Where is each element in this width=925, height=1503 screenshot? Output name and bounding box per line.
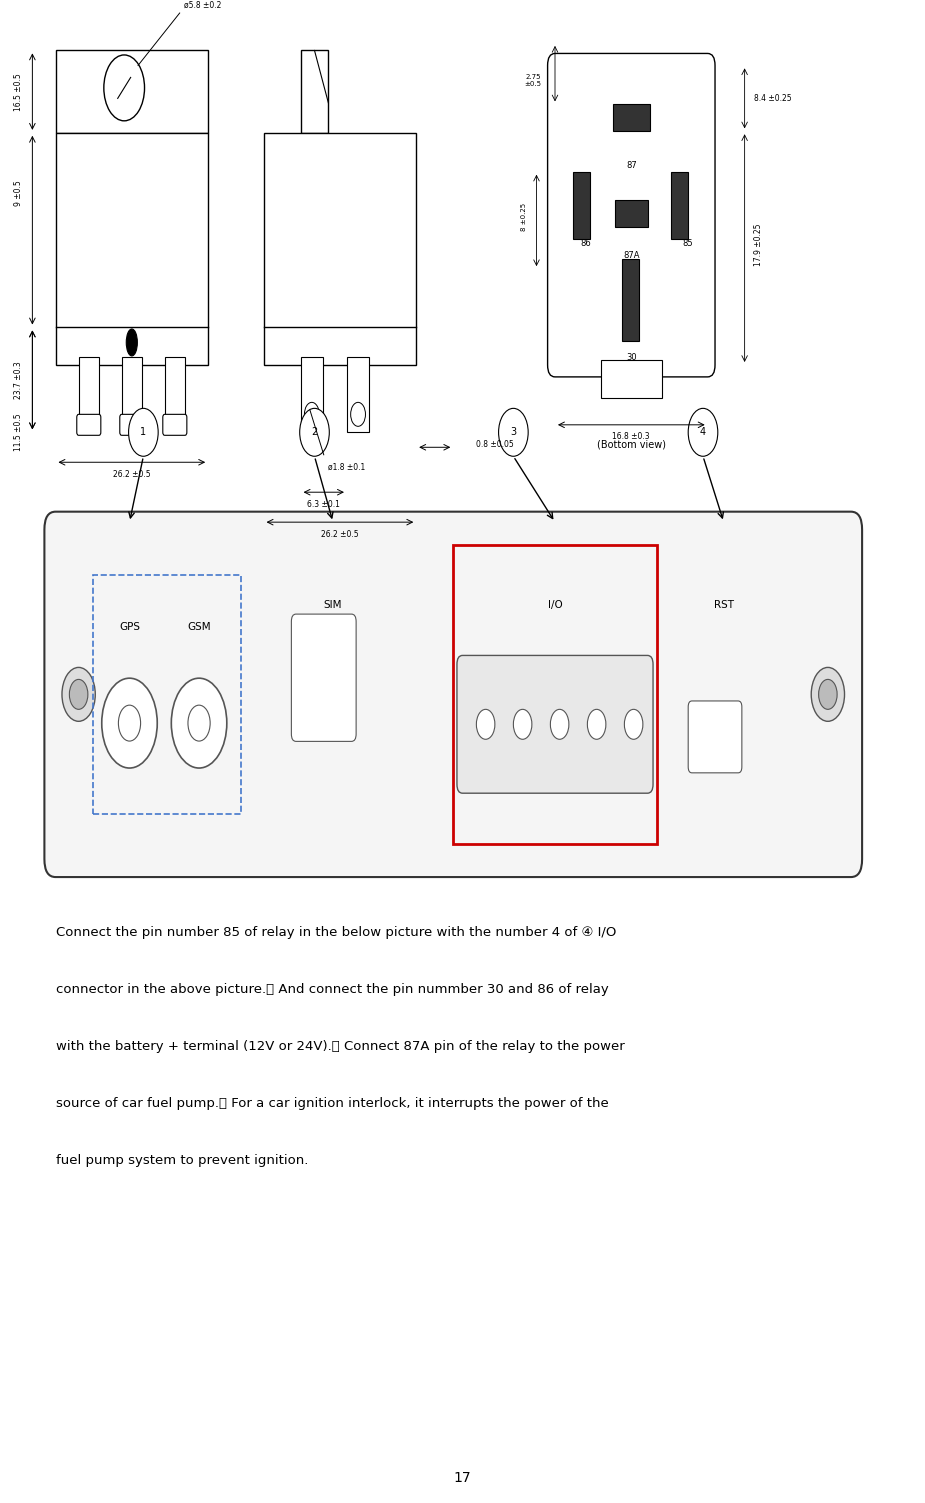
FancyBboxPatch shape [56,51,208,132]
Bar [264,132,416,365]
Bar [614,200,648,227]
Text: 2: 2 [312,427,317,437]
Bar [301,51,328,132]
Text: connector in the above picture.　 And connect the pin nummber 30 and 86 of relay: connector in the above picture. And conn… [56,983,609,996]
Ellipse shape [127,329,138,356]
Circle shape [476,709,495,739]
Text: 87A: 87A [623,251,639,260]
FancyBboxPatch shape [548,54,715,377]
Circle shape [513,709,532,739]
Text: RST: RST [714,600,734,610]
Circle shape [624,709,643,739]
Circle shape [102,678,157,768]
FancyBboxPatch shape [44,511,862,878]
Text: ø5.8 ±0.2: ø5.8 ±0.2 [184,2,222,11]
Text: I/O: I/O [548,600,562,610]
Circle shape [587,709,606,739]
Text: 26.2 ±0.5: 26.2 ±0.5 [113,470,151,479]
Bar [56,132,208,365]
FancyBboxPatch shape [163,415,187,436]
Circle shape [819,679,837,709]
Text: 4: 4 [700,427,706,437]
Text: fuel pump system to prevent ignition.: fuel pump system to prevent ignition. [56,1154,308,1168]
Bar [671,171,687,239]
Circle shape [62,667,95,721]
Circle shape [550,709,569,739]
Circle shape [104,56,144,120]
Text: GPS: GPS [119,622,140,633]
Text: GSM: GSM [187,622,211,633]
Bar [623,259,639,341]
Bar [165,358,185,433]
Circle shape [304,403,319,427]
Text: with the battery + terminal (12V or 24V).　 Connect 87A pin of the relay to the p: with the battery + terminal (12V or 24V)… [56,1040,624,1054]
Bar [574,171,590,239]
Circle shape [811,667,845,721]
Text: 17.9 ±0.25: 17.9 ±0.25 [754,224,763,266]
Text: ø1.8 ±0.1: ø1.8 ±0.1 [328,463,365,472]
FancyBboxPatch shape [77,415,101,436]
Bar [79,358,99,433]
Text: 1: 1 [141,427,146,437]
Text: (Bottom view): (Bottom view) [597,440,666,449]
Text: 8.4 ±0.25: 8.4 ±0.25 [754,93,792,102]
Bar [301,358,323,433]
Text: 11.5 ±0.5: 11.5 ±0.5 [14,413,23,451]
FancyBboxPatch shape [120,415,144,436]
Circle shape [188,705,210,741]
Circle shape [171,678,227,768]
FancyBboxPatch shape [291,615,356,741]
Text: 8 ±0.25: 8 ±0.25 [522,203,527,231]
Text: 30: 30 [626,353,636,362]
Text: 86: 86 [580,239,591,248]
Bar [92,574,240,815]
Circle shape [688,409,718,457]
Text: 3: 3 [511,427,516,437]
Text: 23.7 ±0.3: 23.7 ±0.3 [14,361,23,398]
Text: Connect the pin number 85 of relay in the below picture with the number 4 of ④ I: Connect the pin number 85 of relay in th… [56,926,616,939]
Circle shape [499,409,528,457]
Text: 0.8 ±0.05: 0.8 ±0.05 [476,440,514,449]
Text: 16.5 ±0.5: 16.5 ±0.5 [14,74,23,111]
Circle shape [129,409,158,457]
Text: source of car fuel pump.　 For a car ignition interlock, it interrupts the power : source of car fuel pump. For a car ignit… [56,1097,609,1111]
Text: SIM: SIM [324,600,342,610]
Bar [453,544,657,845]
Text: 2.75
±0.5: 2.75 ±0.5 [524,74,541,87]
FancyBboxPatch shape [688,700,742,773]
Text: 9 ±0.5: 9 ±0.5 [14,180,23,206]
Circle shape [351,403,365,427]
Circle shape [69,679,88,709]
Bar [122,358,142,433]
Text: 26.2 ±0.5: 26.2 ±0.5 [321,529,359,538]
Circle shape [300,409,329,457]
Text: 87: 87 [626,161,636,170]
Text: 85: 85 [683,239,693,248]
Text: 16.8 ±0.3: 16.8 ±0.3 [612,433,650,442]
Bar [601,361,662,398]
Text: 17: 17 [453,1471,472,1485]
Text: 6.3 ±0.1: 6.3 ±0.1 [307,499,340,508]
Circle shape [118,705,141,741]
FancyBboxPatch shape [457,655,653,794]
Bar [347,358,369,433]
Bar [613,104,649,131]
